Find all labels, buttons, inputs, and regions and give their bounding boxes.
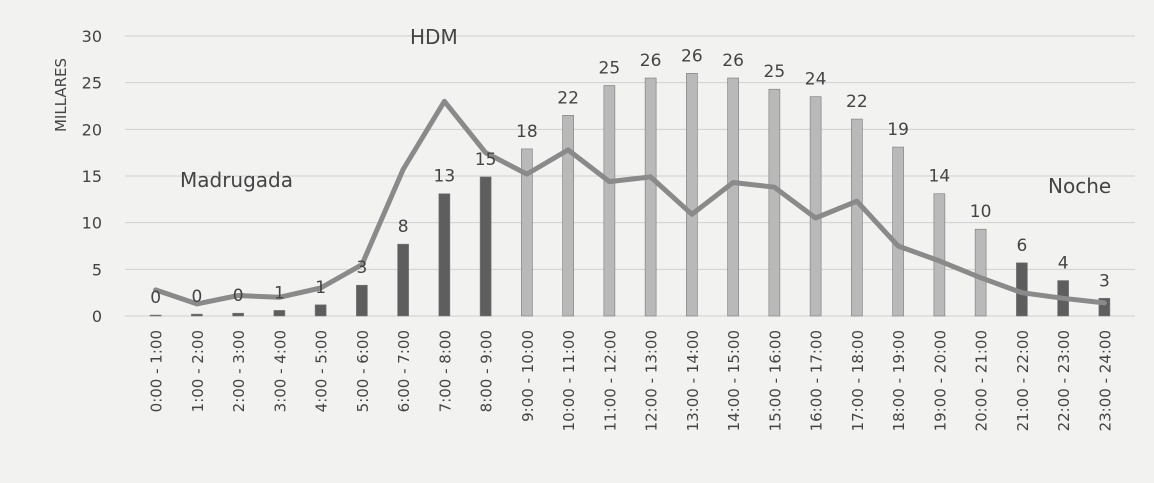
bar-value-label: 3 xyxy=(356,258,367,278)
bar-value-label: 0 xyxy=(191,287,202,307)
x-tick-label: 4:00 - 5:00 xyxy=(313,330,331,412)
y-tick-label: 10 xyxy=(82,214,102,233)
bar xyxy=(809,96,822,317)
x-tick-label: 11:00 - 12:00 xyxy=(601,330,619,431)
annotation-hdm: HDM xyxy=(410,25,458,49)
bar xyxy=(603,85,616,317)
bar-value-label: 18 xyxy=(516,122,538,142)
bar xyxy=(933,193,946,317)
x-tick-label: 18:00 - 19:00 xyxy=(890,330,908,431)
bar-value-label: 26 xyxy=(722,51,744,71)
bar xyxy=(727,77,739,317)
bar xyxy=(644,77,657,317)
x-tick-label: 6:00 - 7:00 xyxy=(395,330,413,412)
x-axis-ticks: 0:00 - 1:00 1:00 - 2:00 2:00 - 3:00 3:00 - … xyxy=(148,330,1115,431)
annotation-madrugada: Madrugada xyxy=(180,168,293,192)
bar xyxy=(232,312,244,317)
bar-value-label: 13 xyxy=(434,167,456,187)
x-tick-label: 12:00 - 13:00 xyxy=(643,330,661,431)
bar xyxy=(479,176,492,317)
bar xyxy=(974,228,987,317)
bar xyxy=(686,73,698,317)
x-tick-label: 7:00 - 8:00 xyxy=(436,330,454,412)
bar-value-label: 15 xyxy=(475,150,497,170)
bar-value-label: 25 xyxy=(599,58,621,78)
bar-value-label: 22 xyxy=(846,92,868,112)
y-tick-label: 0 xyxy=(92,307,102,326)
x-tick-label: 5:00 - 6:00 xyxy=(354,330,372,412)
bar-value-label: 19 xyxy=(887,120,909,140)
y-tick-label: 15 xyxy=(82,167,102,186)
y-tick-label: 20 xyxy=(82,120,102,139)
bar xyxy=(768,88,781,317)
bar xyxy=(191,313,203,317)
x-tick-label: 3:00 - 4:00 xyxy=(271,330,289,412)
x-tick-label: 1:00 - 2:00 xyxy=(189,330,207,412)
y-tick-label: 25 xyxy=(82,74,102,93)
y-axis-ticks: 0 5 10 15 20 25 30 xyxy=(82,27,102,326)
bar xyxy=(397,243,409,317)
bar-value-label: 0 xyxy=(233,286,244,306)
bar-value-label: 3 xyxy=(1099,271,1110,291)
bar xyxy=(314,304,327,317)
y-tick-label: 30 xyxy=(82,27,102,46)
bars xyxy=(149,73,1111,317)
x-tick-label: 23:00 - 24:00 xyxy=(1096,330,1114,431)
x-tick-label: 22:00 - 23:00 xyxy=(1055,330,1073,431)
bar-value-label: 24 xyxy=(805,70,827,90)
bar xyxy=(1098,297,1111,317)
x-tick-label: 21:00 - 22:00 xyxy=(1014,330,1032,431)
bar-value-label: 26 xyxy=(640,51,662,71)
x-tick-label: 15:00 - 16:00 xyxy=(766,330,784,431)
bar xyxy=(562,115,574,317)
bar-value-label: 10 xyxy=(970,202,992,222)
bar-value-label: 1 xyxy=(274,283,285,303)
x-tick-label: 17:00 - 18:00 xyxy=(849,330,867,431)
bar xyxy=(438,193,451,317)
x-tick-label: 8:00 - 9:00 xyxy=(478,330,496,412)
y-axis-label: MILLARES xyxy=(52,58,70,132)
x-tick-label: 10:00 - 11:00 xyxy=(560,330,578,431)
bar-value-label: 14 xyxy=(929,167,951,187)
bar-value-label: 25 xyxy=(764,62,786,82)
x-tick-label: 2:00 - 3:00 xyxy=(230,330,248,412)
bar xyxy=(892,146,904,317)
annotation-noche: Noche xyxy=(1048,174,1111,198)
bar xyxy=(149,314,162,317)
bar xyxy=(356,284,368,317)
x-tick-label: 0:00 - 1:00 xyxy=(148,330,166,412)
x-tick-label: 14:00 - 15:00 xyxy=(725,330,743,431)
bar-value-label: 6 xyxy=(1016,236,1027,256)
bar-value-label: 1 xyxy=(315,278,326,298)
bar-value-label: 8 xyxy=(398,217,409,237)
bar xyxy=(521,148,533,317)
x-tick-label: 20:00 - 21:00 xyxy=(973,330,991,431)
x-tick-label: 19:00 - 20:00 xyxy=(931,330,949,431)
x-tick-label: 9:00 - 10:00 xyxy=(519,330,537,422)
trend-line xyxy=(153,98,1107,307)
bar-value-label: 26 xyxy=(681,46,703,66)
x-tick-label: 16:00 - 17:00 xyxy=(808,330,826,431)
x-tick-label: 13:00 - 14:00 xyxy=(684,330,702,431)
bar-value-label: 4 xyxy=(1058,254,1069,274)
bar xyxy=(273,310,286,317)
bar-value-label: 0 xyxy=(150,288,161,308)
y-tick-label: 5 xyxy=(92,260,102,279)
bar xyxy=(851,118,863,317)
bar-value-label: 22 xyxy=(557,88,579,108)
grid xyxy=(125,35,1135,317)
